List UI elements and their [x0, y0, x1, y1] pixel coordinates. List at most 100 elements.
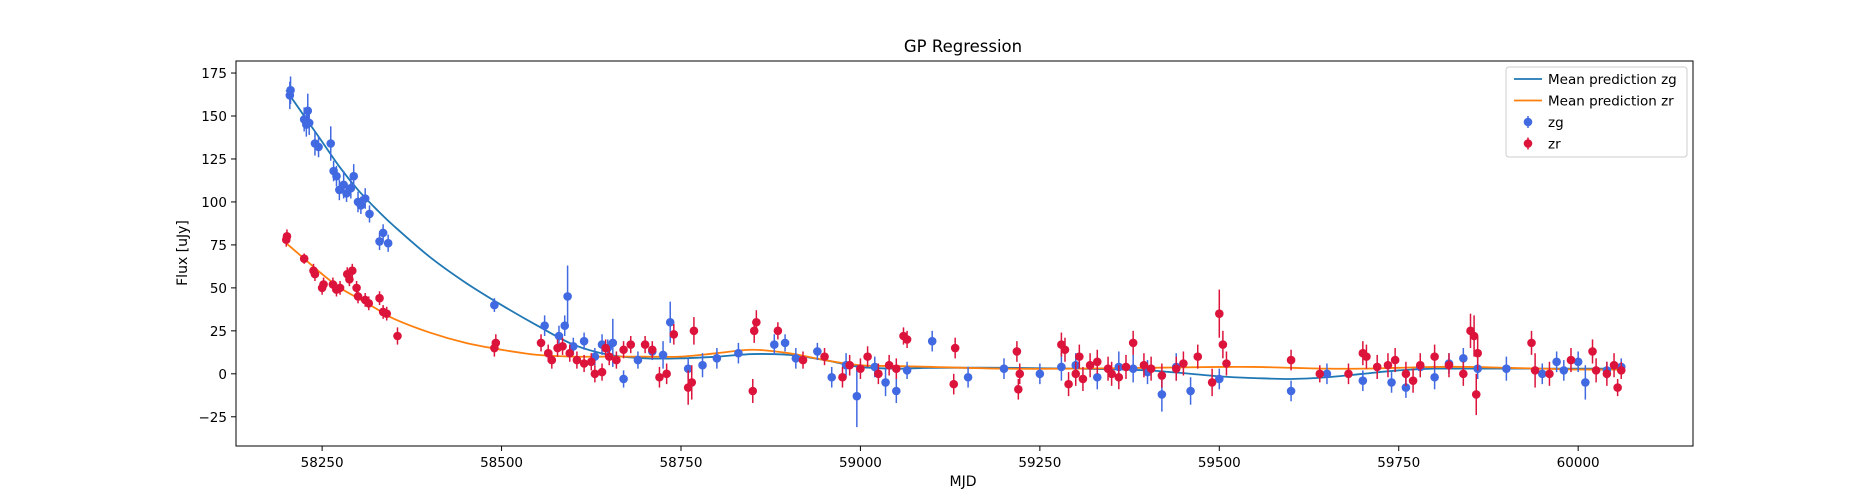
zr-data-point [874, 369, 883, 379]
zr-data-point [1315, 369, 1325, 379]
zr-data-point [1545, 369, 1554, 379]
zr-data-point [1383, 360, 1393, 370]
zr-data-point [1064, 379, 1073, 389]
zr-data-point [748, 386, 758, 396]
zr-data-point [687, 378, 697, 387]
legend: Mean prediction zg Mean prediction zr zg zr [1505, 66, 1688, 158]
zr-data-point [1609, 360, 1619, 370]
zr-data-point [820, 352, 829, 361]
zg-data-point [665, 317, 675, 327]
x-tick-label: 60000 [1557, 455, 1600, 471]
zg-data-point [1057, 362, 1066, 372]
zr-data-point [1114, 372, 1124, 382]
zr-data-point [319, 280, 328, 289]
zr-data-point [1444, 360, 1454, 370]
zr-data-point [612, 355, 621, 365]
zr-data-point [1207, 378, 1217, 387]
zg-data-point [1035, 369, 1045, 379]
zr-data-point [1075, 352, 1084, 361]
zr-data-point [1390, 355, 1400, 365]
zr-data-point [1613, 383, 1622, 392]
zr-data-point [884, 360, 894, 370]
zr-data-point [1616, 366, 1626, 375]
plot-area [281, 76, 1626, 428]
zr-data-point [558, 342, 567, 351]
zr-data-point [1527, 338, 1536, 348]
zg-data-point [383, 238, 393, 248]
zg-data-point [1387, 378, 1396, 387]
zr-data-point [1459, 369, 1468, 379]
zg-data-point [1537, 369, 1547, 379]
y-tick-label: −25 [199, 410, 228, 426]
zr-data-point [1014, 384, 1023, 394]
zr-data-point [949, 379, 959, 389]
zr-data-point [1015, 369, 1025, 379]
zg-data-point [554, 331, 564, 341]
zg-data-point [892, 386, 901, 396]
zg-data-point [1430, 372, 1439, 382]
zg-data-point [902, 366, 912, 375]
axes-frame [235, 60, 1694, 447]
zr-data-point [1218, 340, 1228, 349]
zr-data-point [773, 326, 783, 336]
zg-data-point [791, 354, 801, 363]
x-tick-label: 59250 [1018, 455, 1061, 471]
zg-data-point [569, 342, 578, 351]
zg-data-point [579, 336, 589, 346]
zr-data-point [1591, 366, 1601, 375]
zr-data-point [1092, 357, 1102, 367]
zg-data-point [490, 300, 499, 310]
zr-data-point [1012, 347, 1022, 356]
legend-box [1505, 66, 1688, 158]
zg-data-point [303, 106, 313, 116]
zg-data-point [1573, 357, 1583, 367]
zr-data-point [1469, 331, 1479, 341]
zr-data-point [347, 266, 357, 275]
x-tick-label: 58500 [480, 455, 523, 471]
zr-data-point [352, 283, 361, 293]
zg-data-point [356, 201, 366, 210]
zr-data-point [590, 369, 600, 379]
y-tick-label: 100 [201, 195, 227, 211]
zg-data-point [1358, 376, 1368, 385]
zg-data-point [881, 378, 890, 387]
y-tick-label: 25 [210, 324, 227, 340]
zg-data-point [813, 347, 822, 356]
zr-data-point [299, 254, 309, 263]
zr-data-point [1085, 360, 1095, 370]
zg-data-point [1157, 390, 1167, 399]
zr-data-point [798, 355, 808, 365]
zg-data-point [683, 364, 693, 373]
zg-data-point [1128, 364, 1138, 373]
zg-data-point [770, 340, 779, 349]
zg-data-point [633, 355, 643, 365]
legend-mean-zg-label: Mean prediction zg [1548, 72, 1677, 88]
zr-data-point [282, 232, 292, 241]
zr-data-point [310, 269, 320, 279]
zr-data-point [1171, 364, 1181, 373]
zg-data-point [378, 228, 388, 238]
zr-data-point [393, 331, 402, 341]
y-axis-label: Flux [uJy] [175, 220, 191, 286]
zg-data-point [619, 374, 628, 384]
zr-data-point [1362, 352, 1371, 361]
x-tick-label: 58750 [660, 455, 703, 471]
y-tick-label: 175 [201, 66, 227, 82]
chart-title: GP Regression [904, 37, 1022, 56]
zg-data-point [360, 194, 370, 203]
zg-data-point [1502, 364, 1511, 373]
zr-data-point [1078, 374, 1088, 384]
zr-data-point [1372, 362, 1382, 372]
y-tick-label: 0 [218, 367, 227, 383]
y-tick-label: 50 [210, 281, 227, 297]
zg-data-point [375, 237, 384, 246]
zg-data-point [1581, 378, 1590, 387]
zg-data-point [658, 350, 668, 360]
x-axis-label: MJD [950, 474, 977, 490]
zg-data-point [540, 321, 549, 330]
zr-data-point [543, 348, 553, 358]
zr-data-point [1473, 348, 1482, 358]
zr-data-point [335, 283, 345, 293]
zg-data-point [349, 171, 359, 181]
zg-data-point [332, 171, 341, 181]
